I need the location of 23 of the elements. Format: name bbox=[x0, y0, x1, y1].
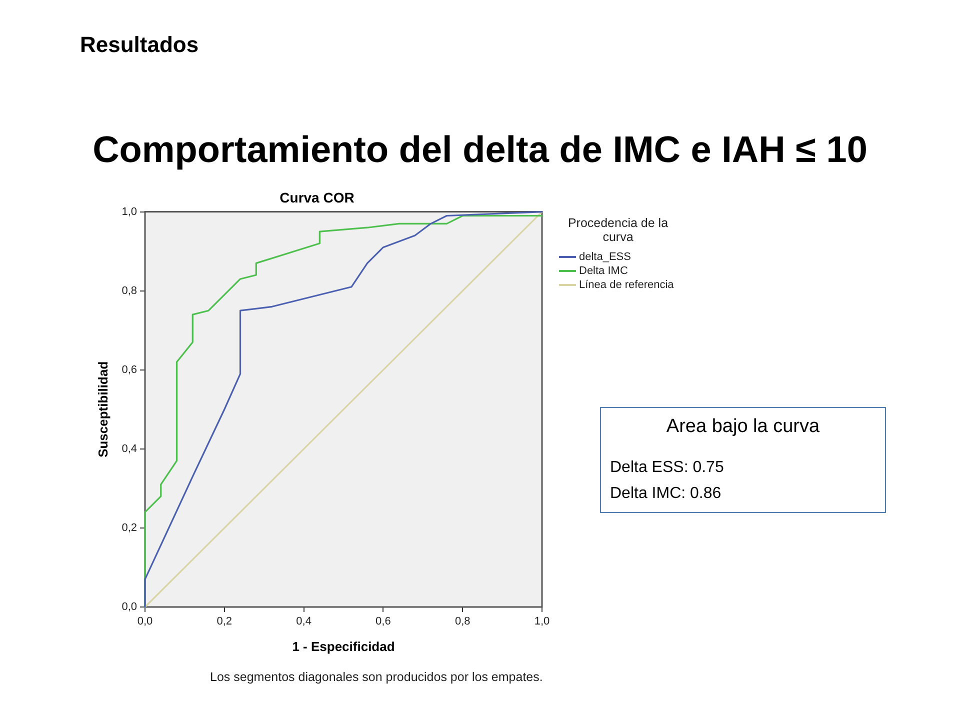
y-tick-label: 1,0 bbox=[122, 206, 137, 218]
chart-subtitle: Curva COR bbox=[280, 189, 354, 206]
legend-label: delta_ESS bbox=[579, 250, 631, 263]
text: Resultados bbox=[80, 32, 199, 58]
x-axis-title: 1 - Especificidad bbox=[292, 638, 395, 654]
y-tick-label: 0,0 bbox=[122, 601, 137, 614]
text-box: Area bajo la curva Delta ESS: 0.75 Delta IMC: 0.86 bbox=[600, 407, 886, 513]
legend-title: Procedencia de la curva bbox=[566, 216, 670, 244]
y-tick-label: 0,8 bbox=[122, 284, 137, 297]
x-tick-label: 0,4 bbox=[296, 616, 312, 628]
y-tick-label: 0,4 bbox=[122, 442, 137, 455]
y-axis-title: Susceptibilidad bbox=[95, 361, 110, 458]
x-tick-label: 1,0 bbox=[534, 616, 550, 628]
y-tick-label: 0,2 bbox=[122, 522, 137, 534]
legend-label: Delta IMC bbox=[579, 264, 628, 277]
x-tick-label: 0,0 bbox=[137, 616, 153, 628]
chart-title: Comportamiento del delta de IMC e IAH ≤ 10 bbox=[92, 129, 868, 171]
y-tick-label: 0,6 bbox=[122, 364, 137, 376]
legend-label: Línea de referencia bbox=[579, 278, 674, 291]
x-tick-label: 0,8 bbox=[454, 616, 470, 628]
x-tick-label: 0,2 bbox=[216, 616, 232, 628]
text: Los segmentos diagonales son producidos por los empates. bbox=[210, 670, 543, 684]
x-tick-label: 0,6 bbox=[376, 616, 391, 628]
